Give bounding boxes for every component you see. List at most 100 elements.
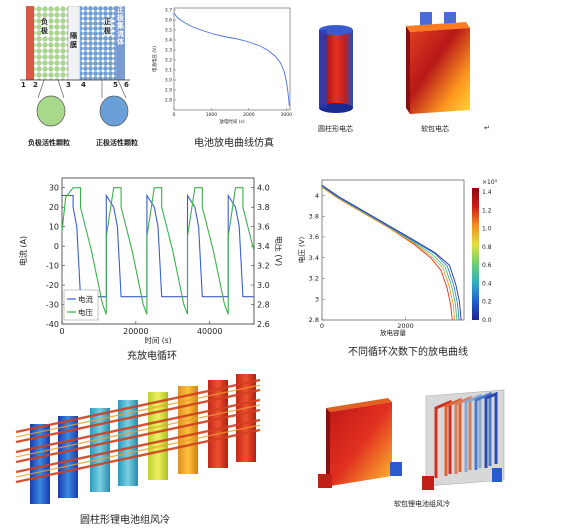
colorbar-tick-label: 0.0 [482,317,492,324]
colorbar-multiplier: ×10³ [482,179,498,186]
cylinder-label: 圆柱形电芯 [318,125,353,133]
x-tick-label: 20000 [123,327,148,336]
y2-tick-label: 4.0 [257,184,270,193]
pos-collector [116,6,125,80]
colorbar-tick-label: 0.6 [482,262,492,269]
marker-2: 2 [33,81,38,89]
multi-cycle-chart: 0 2000 2.8 3 3.2 3.4 3.6 3.8 4 放电容量 电压 (V) 0.0 0.2 0.… [297,179,498,337]
x-tick-label: 0 [173,112,176,118]
pos-particle-label: 正极活性颗粒 [96,139,138,147]
caption-multi-cycle: 不同循环次数下的放电曲线 [348,347,468,358]
y-tick-label: 10 [49,223,59,232]
caption-pouch-pack: 软包锂电池组风冷 [394,500,450,508]
y-tick-label: 3.6 [165,18,172,24]
x-axis-label: 放电容量 [380,328,407,337]
marker-3: 3 [66,81,71,89]
y-tick-label: -30 [46,301,59,310]
y2-tick-label: 3.4 [257,242,270,251]
marker-1: 1 [21,81,26,89]
legend-current-label: 电流 [78,294,93,304]
y-tick-label: 2.8 [309,316,319,324]
y-axis-label: 电流 (A) [18,236,28,266]
colorbar-tick-label: 1.4 [482,189,492,196]
x-tick-label: 2000 [397,322,414,330]
x-tick-label: 0 [59,327,64,336]
discharge-sim-chart: 0 1000 2000 3000 2.8 2.9 3.0 3.1 3.2 3.3 3.4 3.5 3.6… [151,7,293,125]
y-axis-label: 电池电压 (V) [151,46,158,72]
neg-electrode-layer [34,6,68,80]
y-tick-label: 3.4 [309,254,319,262]
y-tick-label: 4 [315,192,319,200]
legend-voltage-label: 电压 [78,307,93,317]
marker-4: 4 [81,81,86,89]
discharge-line [173,12,290,107]
neg-collector [26,6,34,80]
cycle-line-4 [321,185,460,321]
y-tick-label: -40 [46,320,59,329]
colorbar-tick-label: 1.0 [482,226,492,233]
pouch-label: 软包电芯 [421,125,449,133]
y-tick-label: 3.1 [165,68,172,74]
label-pos-layer: 正极 [104,18,112,36]
y-tick-label: 3.5 [165,28,172,34]
cycle-line-2 [321,186,456,321]
y-tick-label: -20 [46,281,59,290]
marker-5: 5 [113,81,118,89]
x-tick-label: 2000 [243,112,255,118]
pouch-pack-3d [318,389,505,490]
cycle-line-5 [321,184,462,321]
y2-tick-label: 2.8 [257,301,270,310]
pouch-cell-3d [406,12,470,114]
voltage-line [61,187,255,315]
y2-tick-label: 3.0 [257,281,270,290]
y-tick-label: 3.3 [165,48,172,54]
label-current-collector: 正极集流体 [117,6,124,46]
neg-particle-label: 负极活性颗粒 [28,139,70,147]
y2-axis-label: 电压 (V) [274,236,282,266]
y-axis-label: 电压 (V) [297,236,306,263]
caption-charge-cycle: 充放电循环 [127,351,177,362]
y-tick-label: 3.7 [165,8,172,14]
caption-discharge-sim: 电池放电曲线仿真 [194,138,274,149]
x-tick-label: 0 [320,322,324,330]
y-tick-label: 30 [49,184,59,193]
return-mark: ↵ [484,124,490,132]
y-tick-label: 3.4 [165,38,172,44]
marker-6: 6 [124,81,129,89]
colorbar-tick-label: 0.2 [482,299,492,306]
x-axis-label: 时间 (s) [144,335,171,344]
label-separator: 隔膜 [70,32,77,49]
x-tick-label: 3000 [281,112,293,118]
y-tick-label: 3.2 [165,58,172,64]
y-tick-label: 2.8 [165,98,172,104]
plot-frame [173,7,291,111]
y-tick-label: 3.2 [309,275,319,283]
colorbar-tick-label: 1.2 [482,207,492,214]
pos-particle-circle [99,95,129,127]
y-tick-label: 3 [315,295,319,303]
electrode-schematic [20,6,130,127]
colorbar-tick-label: 0.4 [482,280,492,287]
y-tick-label: 3.0 [165,78,172,84]
x-tick-label: 1000 [206,112,218,118]
y-tick-label: 3.8 [309,212,319,220]
y2-tick-label: 3.6 [257,223,270,232]
label-neg-layer: 负极 [41,18,49,36]
colorbar [472,188,479,320]
colorbar-tick-label: 0.8 [482,244,492,251]
y-tick-label: 0 [54,242,59,251]
plot-frame [321,179,465,321]
x-axis-label: 放电时间 (s) [219,118,245,125]
y2-tick-label: 2.6 [257,320,270,329]
cylinder-pack-3d [15,374,261,504]
legend-box [63,289,99,321]
neg-particle-circle [36,95,66,127]
y-tick-label: -10 [46,262,59,271]
y2-tick-label: 3.8 [257,203,270,212]
cylinder-cell-3d [319,25,353,113]
y-tick-label: 3.6 [309,233,319,241]
y-tick-label: 2.9 [165,88,172,94]
y2-tick-label: 3.2 [257,262,270,271]
charge-cycle-chart: 0 20000 40000 -40 -30 -20 -10 0 10 20 30 2.6 2.8 3.0 3… [18,177,282,344]
caption-cylinder-pack: 圆柱形锂电池组风冷 [80,515,170,526]
